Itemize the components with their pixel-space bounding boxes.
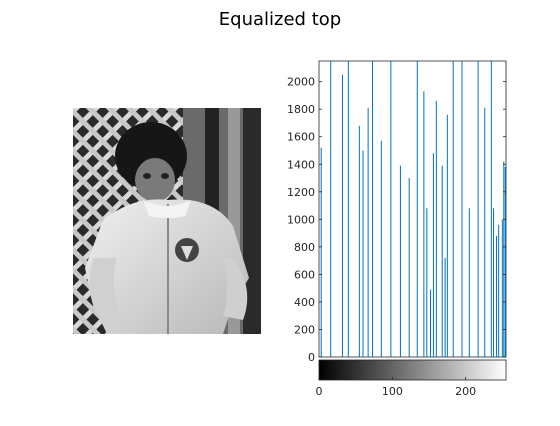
figure-title: Equalized top bbox=[218, 9, 342, 30]
colorbar-ticks: 0 100 200 bbox=[316, 377, 476, 398]
y-tick-label-5: 1000 bbox=[287, 213, 315, 226]
colorbar-tick-label-1: 100 bbox=[382, 385, 403, 398]
y-tick-label-4: 800 bbox=[294, 241, 315, 254]
histogram-axes-box bbox=[318, 60, 507, 358]
y-tick-label-0: 0 bbox=[308, 351, 315, 364]
y-tick-label-1: 200 bbox=[294, 323, 315, 336]
y-tick-label-6: 1200 bbox=[287, 186, 315, 199]
y-axis-ticks: 0 200 400 600 800 1000 1200 1400 1600 1800 2000 bbox=[287, 76, 506, 364]
y-tick-label-9: 1800 bbox=[287, 103, 315, 116]
y-tick-label-10: 2000 bbox=[287, 76, 315, 89]
equalized-image bbox=[73, 108, 261, 334]
y-tick-label-8: 1600 bbox=[287, 131, 315, 144]
gray-colorbar bbox=[318, 359, 507, 381]
y-tick-label-3: 600 bbox=[294, 268, 315, 281]
y-tick-label-2: 400 bbox=[294, 296, 315, 309]
y-tick-label-7: 1400 bbox=[287, 158, 315, 171]
colorbar-tick-label-0: 0 bbox=[316, 385, 323, 398]
colorbar-tick-label-2: 200 bbox=[455, 385, 476, 398]
histogram-stems bbox=[320, 61, 506, 357]
